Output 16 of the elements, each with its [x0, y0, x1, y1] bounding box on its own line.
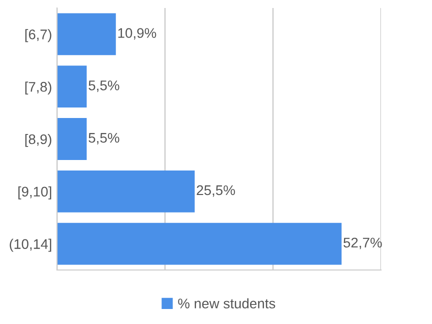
bar	[57, 13, 116, 56]
data-label: 10,9%	[118, 28, 156, 40]
y-tick-label: [8,9)	[25, 134, 52, 147]
y-tick-label: [7,8)	[25, 82, 52, 95]
bar	[57, 66, 87, 108]
y-tick-label: [6,7)	[25, 29, 52, 42]
bar	[57, 170, 195, 212]
data-label: 5,5%	[88, 80, 120, 92]
data-label: 25,5%	[196, 185, 235, 197]
data-label: 52,7%	[344, 238, 382, 250]
legend-label: % new students	[178, 298, 276, 308]
data-label: 5,5%	[88, 132, 120, 144]
y-tick-label: (10,14]	[10, 238, 52, 252]
y-tick-label: [9,10]	[18, 186, 52, 200]
bar	[57, 222, 342, 265]
bar	[57, 118, 87, 160]
